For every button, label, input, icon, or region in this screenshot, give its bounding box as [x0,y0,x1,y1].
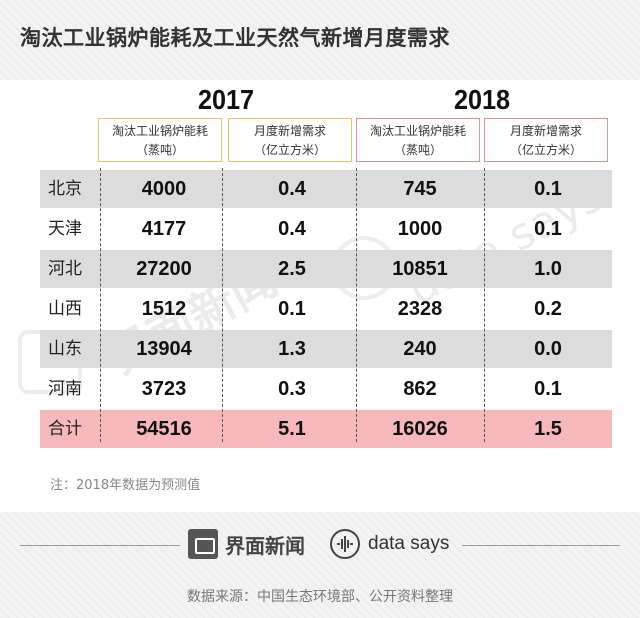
colhead-2017-energy: 淘汰工业锅炉能耗 （蒸吨） [98,118,222,162]
footer-band [0,512,640,618]
year-2017-label: 2017 [197,84,255,115]
energy-2017: 4177 [141,218,187,240]
colhead-2018-demand: 月度新增需求 （亿立方米） [484,118,608,162]
page-title: 淘汰工业锅炉能耗及工业天然气新增月度需求 [20,26,450,50]
table-row: 山东 13904 1.3 240 0.0 [40,330,612,368]
colhead-line1: 月度新增需求 [253,124,326,138]
energy-2018: 16026 [392,418,448,440]
year-2018-label: 2018 [453,84,511,115]
datasays-icon [330,529,360,559]
demand-2018: 0.1 [534,178,562,200]
colhead-line1: 淘汰工业锅炉能耗 [111,124,208,138]
energy-2017: 1512 [141,298,187,320]
energy-2018: 10851 [392,258,448,280]
footer-rule-left [20,545,180,546]
data-source: 数据来源：中国生态环境部、公开资料整理 [187,589,453,605]
colhead-line1: 月度新增需求 [509,124,582,138]
jiemian-logo: 界面新闻 [188,529,305,559]
colhead-line2: （亿立方米） [509,143,582,157]
footnote: 注：2018年数据为预测值 [50,478,201,493]
region-name: 河北 [48,259,82,279]
energy-2017: 3723 [141,378,187,400]
demand-2017: 5.1 [278,418,306,440]
energy-2017: 13904 [136,338,192,360]
demand-2017: 0.4 [278,218,306,240]
demand-2018: 1.0 [534,258,562,280]
demand-2017: 0.3 [278,378,306,400]
colhead-2018-energy: 淘汰工业锅炉能耗 （蒸吨） [356,118,480,162]
energy-2018: 2328 [397,298,443,320]
colhead-2017-demand: 月度新增需求 （亿立方米） [228,118,352,162]
demand-2017: 0.1 [278,298,306,320]
demand-2018: 0.1 [534,218,562,240]
region-name: 天津 [48,219,82,239]
column-divider [484,168,485,442]
jiemian-icon [188,529,218,559]
datasays-logo: data says [330,529,449,559]
table-row: 山西 1512 0.1 2328 0.2 [40,290,612,328]
datasays-logo-text: data says [368,533,450,554]
demand-2018: 0.0 [534,338,562,360]
energy-2017: 4000 [141,178,187,200]
table-row: 河北 27200 2.5 10851 1.0 [40,250,612,288]
demand-2018: 0.1 [534,378,562,400]
colhead-line1: 淘汰工业锅炉能耗 [369,124,466,138]
colhead-line2: （蒸吨） [135,143,184,157]
energy-2018: 745 [403,178,437,200]
table-row: 天津 4177 0.4 1000 0.1 [40,210,612,248]
header-band [0,0,640,80]
footer-rule-right [462,545,620,546]
demand-2018: 1.5 [534,418,562,440]
energy-2018: 1000 [397,218,443,240]
region-name: 河南 [48,379,82,399]
region-name: 北京 [48,179,82,199]
demand-2018: 0.2 [534,298,562,320]
demand-2017: 0.4 [278,178,306,200]
energy-2017: 54516 [136,418,192,440]
colhead-line2: （亿立方米） [253,143,326,157]
demand-2017: 1.3 [278,338,306,360]
total-row: 合计 54516 5.1 16026 1.5 [40,410,612,448]
region-name: 山西 [48,299,82,319]
energy-2018: 240 [403,338,437,360]
region-name: 山东 [48,339,82,359]
energy-2018: 862 [403,378,437,400]
column-divider [356,168,357,442]
jiemian-logo-text: 界面新闻 [225,533,305,558]
demand-2017: 2.5 [278,258,306,280]
region-name: 合计 [48,419,82,439]
column-divider [222,168,223,442]
colhead-line2: （蒸吨） [393,143,442,157]
energy-2017: 27200 [136,258,192,280]
table-row: 北京 4000 0.4 745 0.1 [40,170,612,208]
column-divider [100,168,101,442]
table-row: 河南 3723 0.3 862 0.1 [40,370,612,408]
